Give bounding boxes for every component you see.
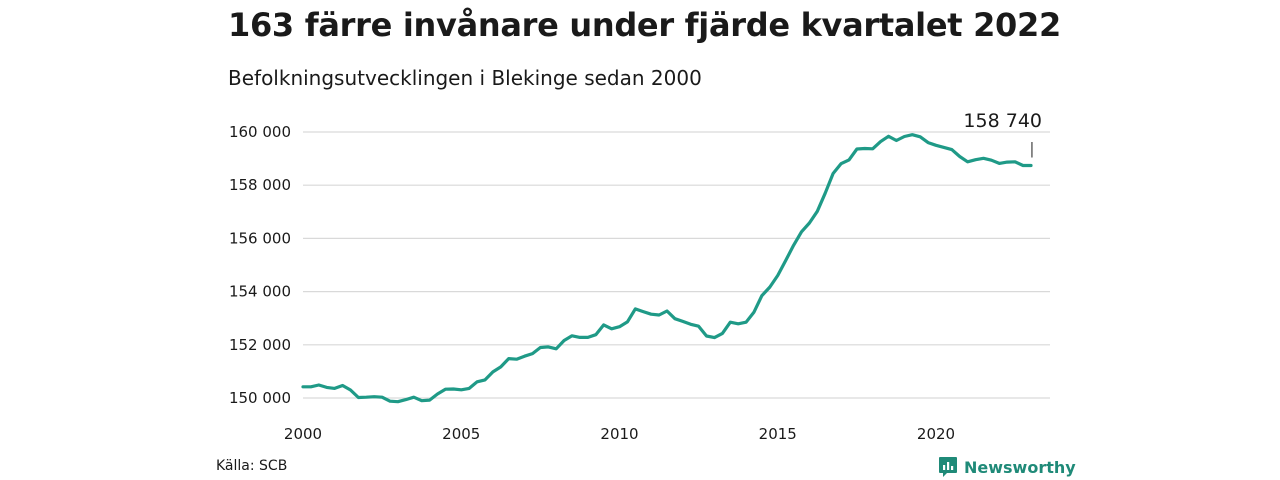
y-tick-label: 154 000 (229, 283, 291, 301)
chart-subtitle: Befolkningsutvecklingen i Blekinge sedan… (228, 66, 702, 90)
series-layer (301, 133, 1033, 404)
y-tick-label: 150 000 (229, 389, 291, 407)
y-tick-label: 158 000 (229, 176, 291, 194)
x-tick-label: 2020 (917, 425, 955, 443)
x-tick-label: 2015 (759, 425, 797, 443)
brand-name: Newsworthy (964, 457, 1076, 477)
y-tick-label: 152 000 (229, 336, 291, 354)
annotation-layer: 158 740 (963, 110, 1042, 158)
y-axis-ticks: 150 000 152 000 154 000 156 000 158 000 160 0… (229, 123, 291, 407)
gridlines (303, 131, 1050, 399)
chart-title: 163 färre invånare under fjärde kvartale… (228, 6, 1061, 44)
x-axis-ticks: 2000 2005 2010 2015 2020 (284, 425, 955, 443)
x-tick-label: 2005 (442, 425, 480, 443)
x-tick-label: 2000 (284, 425, 322, 443)
y-tick-label: 160 000 (229, 123, 291, 141)
population-line (301, 133, 1033, 404)
brand-logo: Newsworthy (938, 456, 1076, 478)
last-value-label: 158 740 (963, 110, 1042, 132)
x-tick-label: 2010 (600, 425, 638, 443)
newsworthy-logo-icon (939, 457, 957, 477)
y-tick-label: 156 000 (229, 229, 291, 247)
source-note: Källa: SCB (216, 458, 288, 474)
